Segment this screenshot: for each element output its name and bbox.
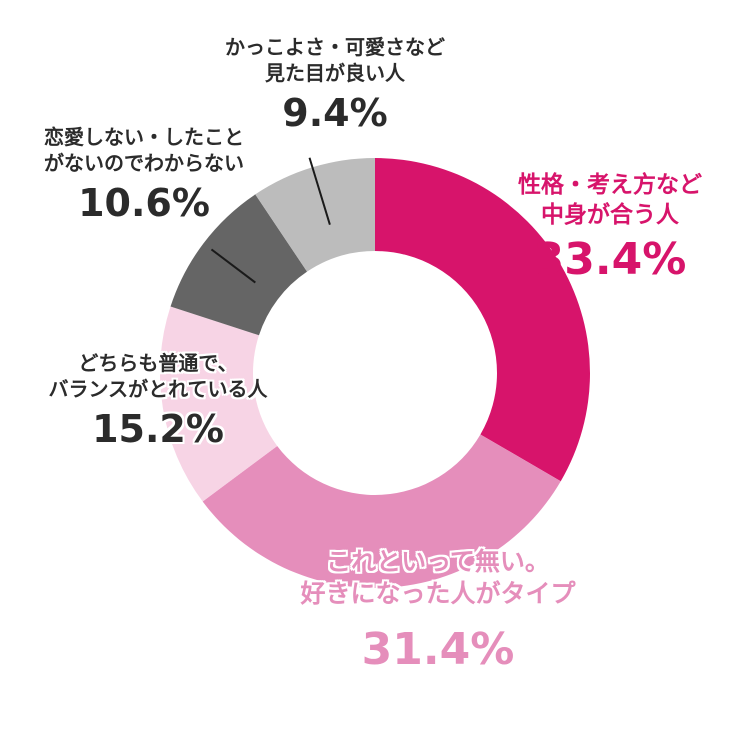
- slice-balanced: [159, 306, 278, 502]
- label-looks-line1: かっこよさ・可愛さなど: [225, 35, 445, 59]
- slice-none: [202, 434, 561, 588]
- label-no-experience-value: 10.6%: [78, 181, 210, 225]
- label-looks: かっこよさ・可愛さなど 見た目が良い人 9.4%: [190, 34, 480, 136]
- label-none-value: 31.4%: [361, 624, 515, 675]
- label-personality: 性格・考え方など 中身が合う人 33.4%: [495, 170, 725, 286]
- label-no-experience-line1: 恋愛しない・したこと: [44, 125, 244, 149]
- slice-no-experience: [170, 194, 308, 336]
- leader-line-no-experience: [210, 248, 256, 284]
- label-none-line2: 好きになった人がタイプ: [300, 579, 576, 608]
- donut-slices: [159, 158, 590, 588]
- slice-personality: [375, 158, 590, 482]
- label-balanced-line2: バランスがとれている人: [48, 377, 268, 401]
- label-personality-value: 33.4%: [533, 234, 687, 285]
- leader-lines: [210, 157, 331, 284]
- label-looks-line2: 見た目が良い人: [265, 61, 405, 85]
- leader-line-looks: [308, 157, 331, 226]
- label-balanced-value: 15.2%: [92, 407, 224, 451]
- label-no-experience-line2: がないのでわからない: [44, 151, 244, 175]
- label-none: これといって無い。 好きになった人がタイプ 31.4%: [268, 546, 608, 676]
- label-looks-value: 9.4%: [282, 91, 388, 135]
- slice-looks: [255, 158, 375, 272]
- label-personality-line1: 性格・考え方など: [518, 172, 702, 198]
- label-balanced: どちらも普通で、 バランスがとれている人 15.2%: [8, 350, 308, 452]
- label-balanced-line1: どちらも普通で、: [78, 351, 238, 375]
- label-none-line1: これといって無い。: [326, 547, 550, 576]
- label-no-experience: 恋愛しない・したこと がないのでわからない 10.6%: [14, 124, 274, 226]
- label-personality-line2: 中身が合う人: [541, 202, 679, 228]
